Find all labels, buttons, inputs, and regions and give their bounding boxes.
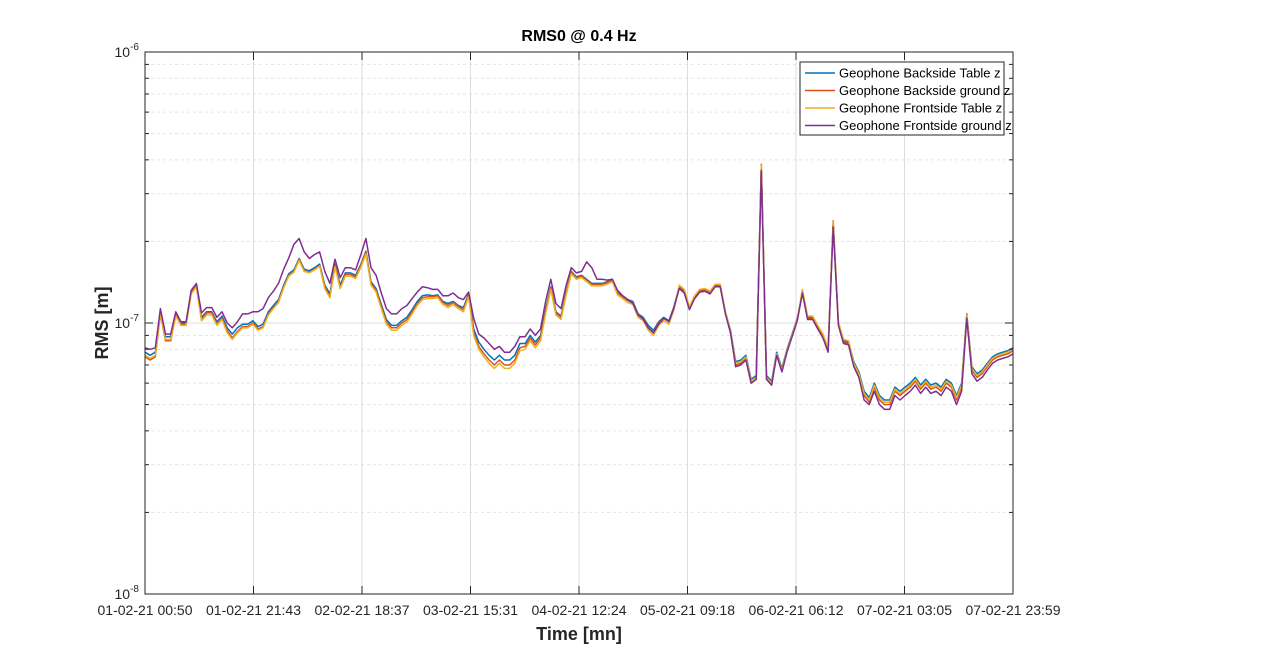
y-tick-exponent: -8 (130, 584, 139, 595)
x-tick-label: 04-02-21 12:24 (532, 602, 627, 618)
y-tick-labels: 10-810-710-6 (115, 42, 140, 602)
legend-label-3: Geophone Frontside Table z (839, 101, 1002, 116)
legend: Geophone Backside Table z Geophone Backsi… (799, 61, 1012, 136)
x-axis-label: Time [mn] (536, 624, 622, 644)
series-line-1 (144, 165, 1014, 401)
y-tick-exponent: -7 (130, 313, 139, 324)
y-tick-label: 10-7 (115, 313, 140, 331)
y-tick-base: 10 (115, 315, 131, 331)
x-tick-label: 06-02-21 06:12 (749, 602, 844, 618)
y-tick-base: 10 (115, 44, 131, 60)
series-line-3 (144, 164, 1014, 403)
y-tick-base: 10 (115, 586, 131, 602)
x-tick-label: 01-02-21 21:43 (206, 602, 301, 618)
series-line-4 (144, 169, 1014, 411)
axis-ticks (144, 51, 1014, 595)
y-tick-label: 10-6 (115, 42, 140, 60)
legend-box (799, 61, 1005, 136)
y-tick-exponent: -6 (130, 42, 139, 53)
x-tick-label: 07-02-21 03:05 (857, 602, 952, 618)
series-lines (144, 163, 1014, 411)
y-axis-label: RMS [m] (92, 287, 112, 360)
legend-label-2: Geophone Backside ground z (839, 83, 1010, 98)
x-tick-label: 05-02-21 09:18 (640, 602, 735, 618)
x-tick-label: 07-02-21 23:59 (966, 602, 1061, 618)
x-tick-label: 02-02-21 18:37 (315, 602, 410, 618)
y-tick-label: 10-8 (115, 584, 140, 602)
legend-label-4: Geophone Frontside ground z (839, 118, 1012, 133)
x-tick-label: 03-02-21 15:31 (423, 602, 518, 618)
x-tick-labels: 01-02-21 00:50 01-02-21 21:43 02-02-21 18:… (98, 602, 1061, 618)
chart-title: RMS0 @ 0.4 Hz (521, 28, 636, 45)
x-tick-label: 01-02-21 00:50 (98, 602, 193, 618)
legend-label-1: Geophone Backside Table z (839, 66, 1001, 81)
